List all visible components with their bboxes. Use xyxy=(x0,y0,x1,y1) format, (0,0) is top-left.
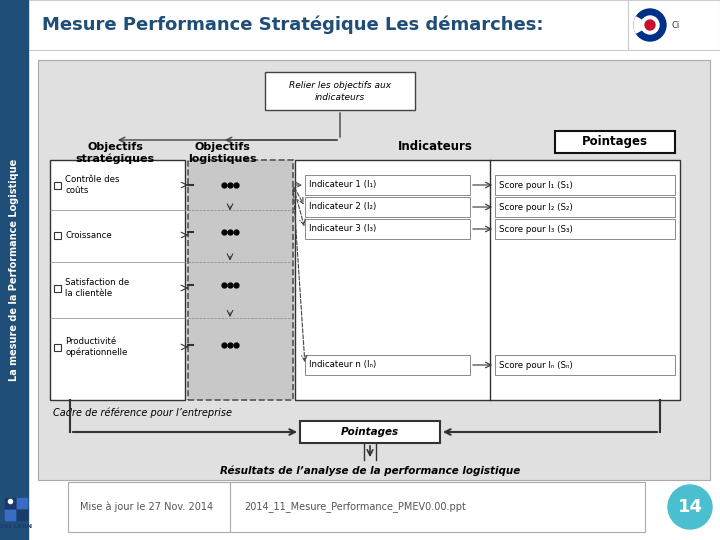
Bar xyxy=(0,0,28,540)
Bar xyxy=(50,160,185,400)
Bar xyxy=(188,160,293,400)
Bar xyxy=(54,232,61,239)
Text: Score pour Iₙ (Sₙ): Score pour Iₙ (Sₙ) xyxy=(499,361,572,369)
Text: Cadre de référence pour l’entreprise: Cadre de référence pour l’entreprise xyxy=(53,408,232,418)
FancyBboxPatch shape xyxy=(265,72,415,110)
Bar xyxy=(38,60,710,480)
Text: Ci: Ci xyxy=(672,21,680,30)
Text: Pointages: Pointages xyxy=(582,136,648,148)
Circle shape xyxy=(668,485,712,529)
Bar xyxy=(305,355,470,375)
Circle shape xyxy=(634,9,666,41)
Wedge shape xyxy=(634,17,650,33)
Text: Mesure Performance Stratégique Les démarches:: Mesure Performance Stratégique Les démar… xyxy=(42,16,544,34)
Bar xyxy=(555,131,675,153)
Bar xyxy=(305,175,470,195)
Text: Score pour I₂ (S₂): Score pour I₂ (S₂) xyxy=(499,202,572,212)
Bar xyxy=(495,219,675,239)
Text: Indicateur 1 (I₁): Indicateur 1 (I₁) xyxy=(309,180,377,190)
Bar xyxy=(295,160,680,400)
Circle shape xyxy=(645,20,655,30)
Text: Croissance: Croissance xyxy=(65,231,112,240)
Bar xyxy=(628,0,720,50)
Text: Résultats de l’analyse de la performance logistique: Résultats de l’analyse de la performance… xyxy=(220,465,520,476)
Text: Indicateur 2 (I₂): Indicateur 2 (I₂) xyxy=(309,202,377,212)
Bar xyxy=(495,175,675,195)
Bar xyxy=(495,355,675,375)
Text: Contrôle des
coûts: Contrôle des coûts xyxy=(65,176,120,195)
Bar xyxy=(305,197,470,217)
Bar xyxy=(5,510,15,520)
Text: Objectifs
stratégiques: Objectifs stratégiques xyxy=(76,142,155,164)
Bar xyxy=(17,510,27,520)
Text: 2014_11_Mesure_Performance_PMEV0.00.ppt: 2014_11_Mesure_Performance_PMEV0.00.ppt xyxy=(244,502,466,512)
Bar xyxy=(54,285,61,292)
Bar xyxy=(28,0,628,50)
Bar xyxy=(5,498,15,508)
Text: Indicateurs: Indicateurs xyxy=(397,140,472,153)
Text: Indicateur n (Iₙ): Indicateur n (Iₙ) xyxy=(309,361,377,369)
Bar xyxy=(17,498,27,508)
Text: Score pour I₃ (S₃): Score pour I₃ (S₃) xyxy=(499,225,572,233)
Text: Productivité
opérationnelle: Productivité opérationnelle xyxy=(65,337,127,357)
Bar xyxy=(54,182,61,189)
Text: Score pour I₁ (S₁): Score pour I₁ (S₁) xyxy=(499,180,572,190)
Text: Indicateur 3 (I₃): Indicateur 3 (I₃) xyxy=(309,225,377,233)
Text: indicateurs: indicateurs xyxy=(315,92,365,102)
Text: Mise à jour le 27 Nov. 2014: Mise à jour le 27 Nov. 2014 xyxy=(80,502,213,512)
Text: Objectifs
logistiques: Objectifs logistiques xyxy=(188,142,256,164)
FancyBboxPatch shape xyxy=(300,421,440,443)
Bar xyxy=(305,219,470,239)
Text: 14: 14 xyxy=(678,498,703,516)
Bar xyxy=(54,344,61,351)
Circle shape xyxy=(641,16,659,34)
Text: Relier les objectifs aux: Relier les objectifs aux xyxy=(289,80,391,90)
Text: LOGI LEAN: LOGI LEAN xyxy=(0,523,32,529)
Text: La mesure de la Performance Logistique: La mesure de la Performance Logistique xyxy=(9,159,19,381)
Text: Satisfaction de
la clientèle: Satisfaction de la clientèle xyxy=(65,278,130,298)
Bar xyxy=(68,482,645,532)
Bar xyxy=(495,197,675,217)
Text: Pointages: Pointages xyxy=(341,427,399,437)
